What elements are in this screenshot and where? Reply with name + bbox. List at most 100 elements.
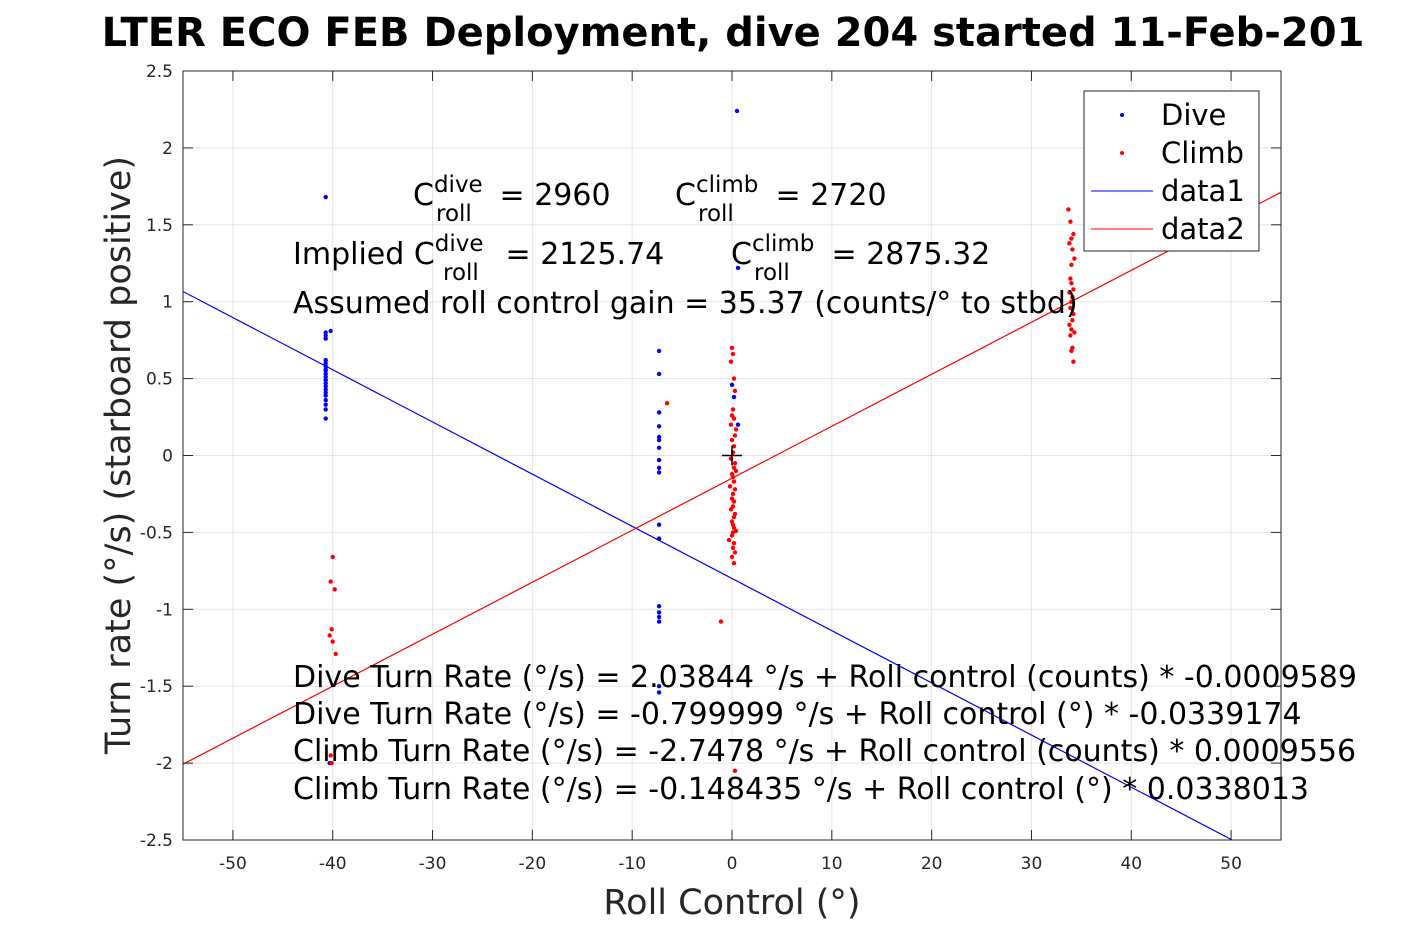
climb-point [1069, 262, 1074, 267]
x-tick-label: 20 [921, 854, 943, 874]
climb-point [731, 416, 737, 421]
climb-point [731, 514, 737, 520]
y-tick-label: 0.5 [146, 370, 173, 390]
climb-point [1067, 322, 1072, 327]
x-tick-label: -20 [518, 854, 546, 874]
x-axis-label: Roll Control (°) [603, 883, 860, 923]
y-tick-label: -1.5 [140, 677, 173, 697]
climb-point [733, 427, 739, 432]
x-tick-label: -50 [219, 854, 247, 874]
climb-point [730, 474, 736, 480]
dive-point [656, 348, 662, 354]
dive-point [735, 422, 741, 427]
roll-gain-annotation: Assumed roll control gain = 35.37 (count… [293, 286, 1078, 321]
dive-point [323, 357, 328, 363]
climb-point [327, 633, 332, 638]
climb-point [727, 484, 733, 489]
data1-fit-line [183, 290, 1234, 840]
dive-point [323, 377, 328, 383]
climb-point [729, 345, 735, 350]
dive-point [323, 390, 328, 395]
climb-point [732, 768, 738, 773]
legend-dive-marker [1120, 113, 1124, 117]
tick-marks [183, 70, 1281, 841]
x-tick-label: -40 [319, 854, 347, 874]
dive-point [323, 397, 328, 403]
dive-point [323, 368, 328, 374]
dive-point [735, 265, 741, 271]
climb-point [1069, 327, 1074, 332]
climb-point [1068, 276, 1073, 281]
dive-point [734, 108, 740, 114]
climb-point [330, 554, 335, 560]
climb-equation-degrees: Climb Turn Rate (°/s) = -0.148435 °/s + … [293, 772, 1309, 807]
climb-point [1069, 299, 1074, 304]
climb-point [1071, 311, 1076, 317]
dive-point [656, 684, 662, 689]
dive-point [323, 407, 328, 412]
climb-point [730, 491, 736, 497]
climb-point [731, 541, 737, 546]
dive-point [656, 536, 662, 541]
dive-equation-degrees: Dive Turn Rate (°/s) = -0.799999 °/s + R… [293, 697, 1302, 732]
dive-point [323, 336, 328, 341]
climb-point [732, 461, 738, 466]
climb-point [732, 388, 738, 394]
climb-point [1069, 348, 1074, 354]
dive-point [656, 434, 662, 440]
dive-point [323, 384, 328, 389]
climb-point [1070, 294, 1075, 300]
climb-point [328, 753, 333, 758]
climb-point [329, 760, 334, 766]
c-roll-dive-annotation: Cdive roll = 2960 [413, 172, 611, 227]
climb-point [1068, 305, 1073, 311]
dive-point [323, 381, 328, 386]
y-tick-label: -2 [156, 754, 173, 774]
x-tick-label: -30 [419, 854, 447, 874]
dive-point [323, 393, 328, 398]
dive-point [323, 364, 328, 369]
climb-point [1067, 290, 1072, 295]
legend-climb-marker [1120, 151, 1124, 155]
climb-point [732, 433, 738, 438]
climb-point [718, 619, 724, 624]
climb-point [664, 401, 670, 406]
climb-point [726, 537, 732, 543]
climb-point [731, 479, 737, 484]
y-tick-label: 2 [162, 139, 173, 159]
dive-point [323, 416, 328, 421]
climb-point [1067, 241, 1072, 246]
x-tick-label: 0 [727, 854, 738, 874]
legend-dive-label: Dive [1161, 98, 1226, 132]
climb-point [1069, 281, 1074, 286]
legend: Dive Climb data1 data2 [1083, 90, 1260, 252]
climb-point [1066, 207, 1071, 212]
climb-point [729, 554, 735, 560]
climb-point [731, 376, 737, 381]
y-tick-label: 1 [162, 293, 173, 313]
y-tick-label: 1.5 [146, 216, 173, 236]
c-roll-climb-annotation: Cclimb roll = 2720 [675, 172, 887, 227]
climb-point [1070, 318, 1075, 323]
climb-point [730, 545, 736, 550]
climb-point [730, 407, 736, 412]
climb-point [1068, 333, 1073, 338]
climb-point [728, 507, 734, 512]
climb-point [728, 422, 734, 427]
legend-data2-label: data2 [1161, 212, 1245, 246]
dive-point [323, 194, 328, 200]
climb-point [1070, 247, 1075, 252]
dive-point [323, 402, 328, 407]
climb-point [730, 351, 736, 357]
x-tick-label: 40 [1120, 854, 1142, 874]
dive-point [323, 361, 328, 366]
climb-point [728, 359, 734, 364]
x-tick-labels: -50 -40 -30 -20 -10 0 10 20 30 40 50 [219, 854, 1242, 874]
dive-point [656, 424, 662, 429]
dive-point [731, 394, 737, 400]
dive-point [656, 410, 662, 415]
climb-point [731, 561, 737, 566]
climb-point [729, 437, 735, 443]
climb-point [328, 579, 333, 584]
